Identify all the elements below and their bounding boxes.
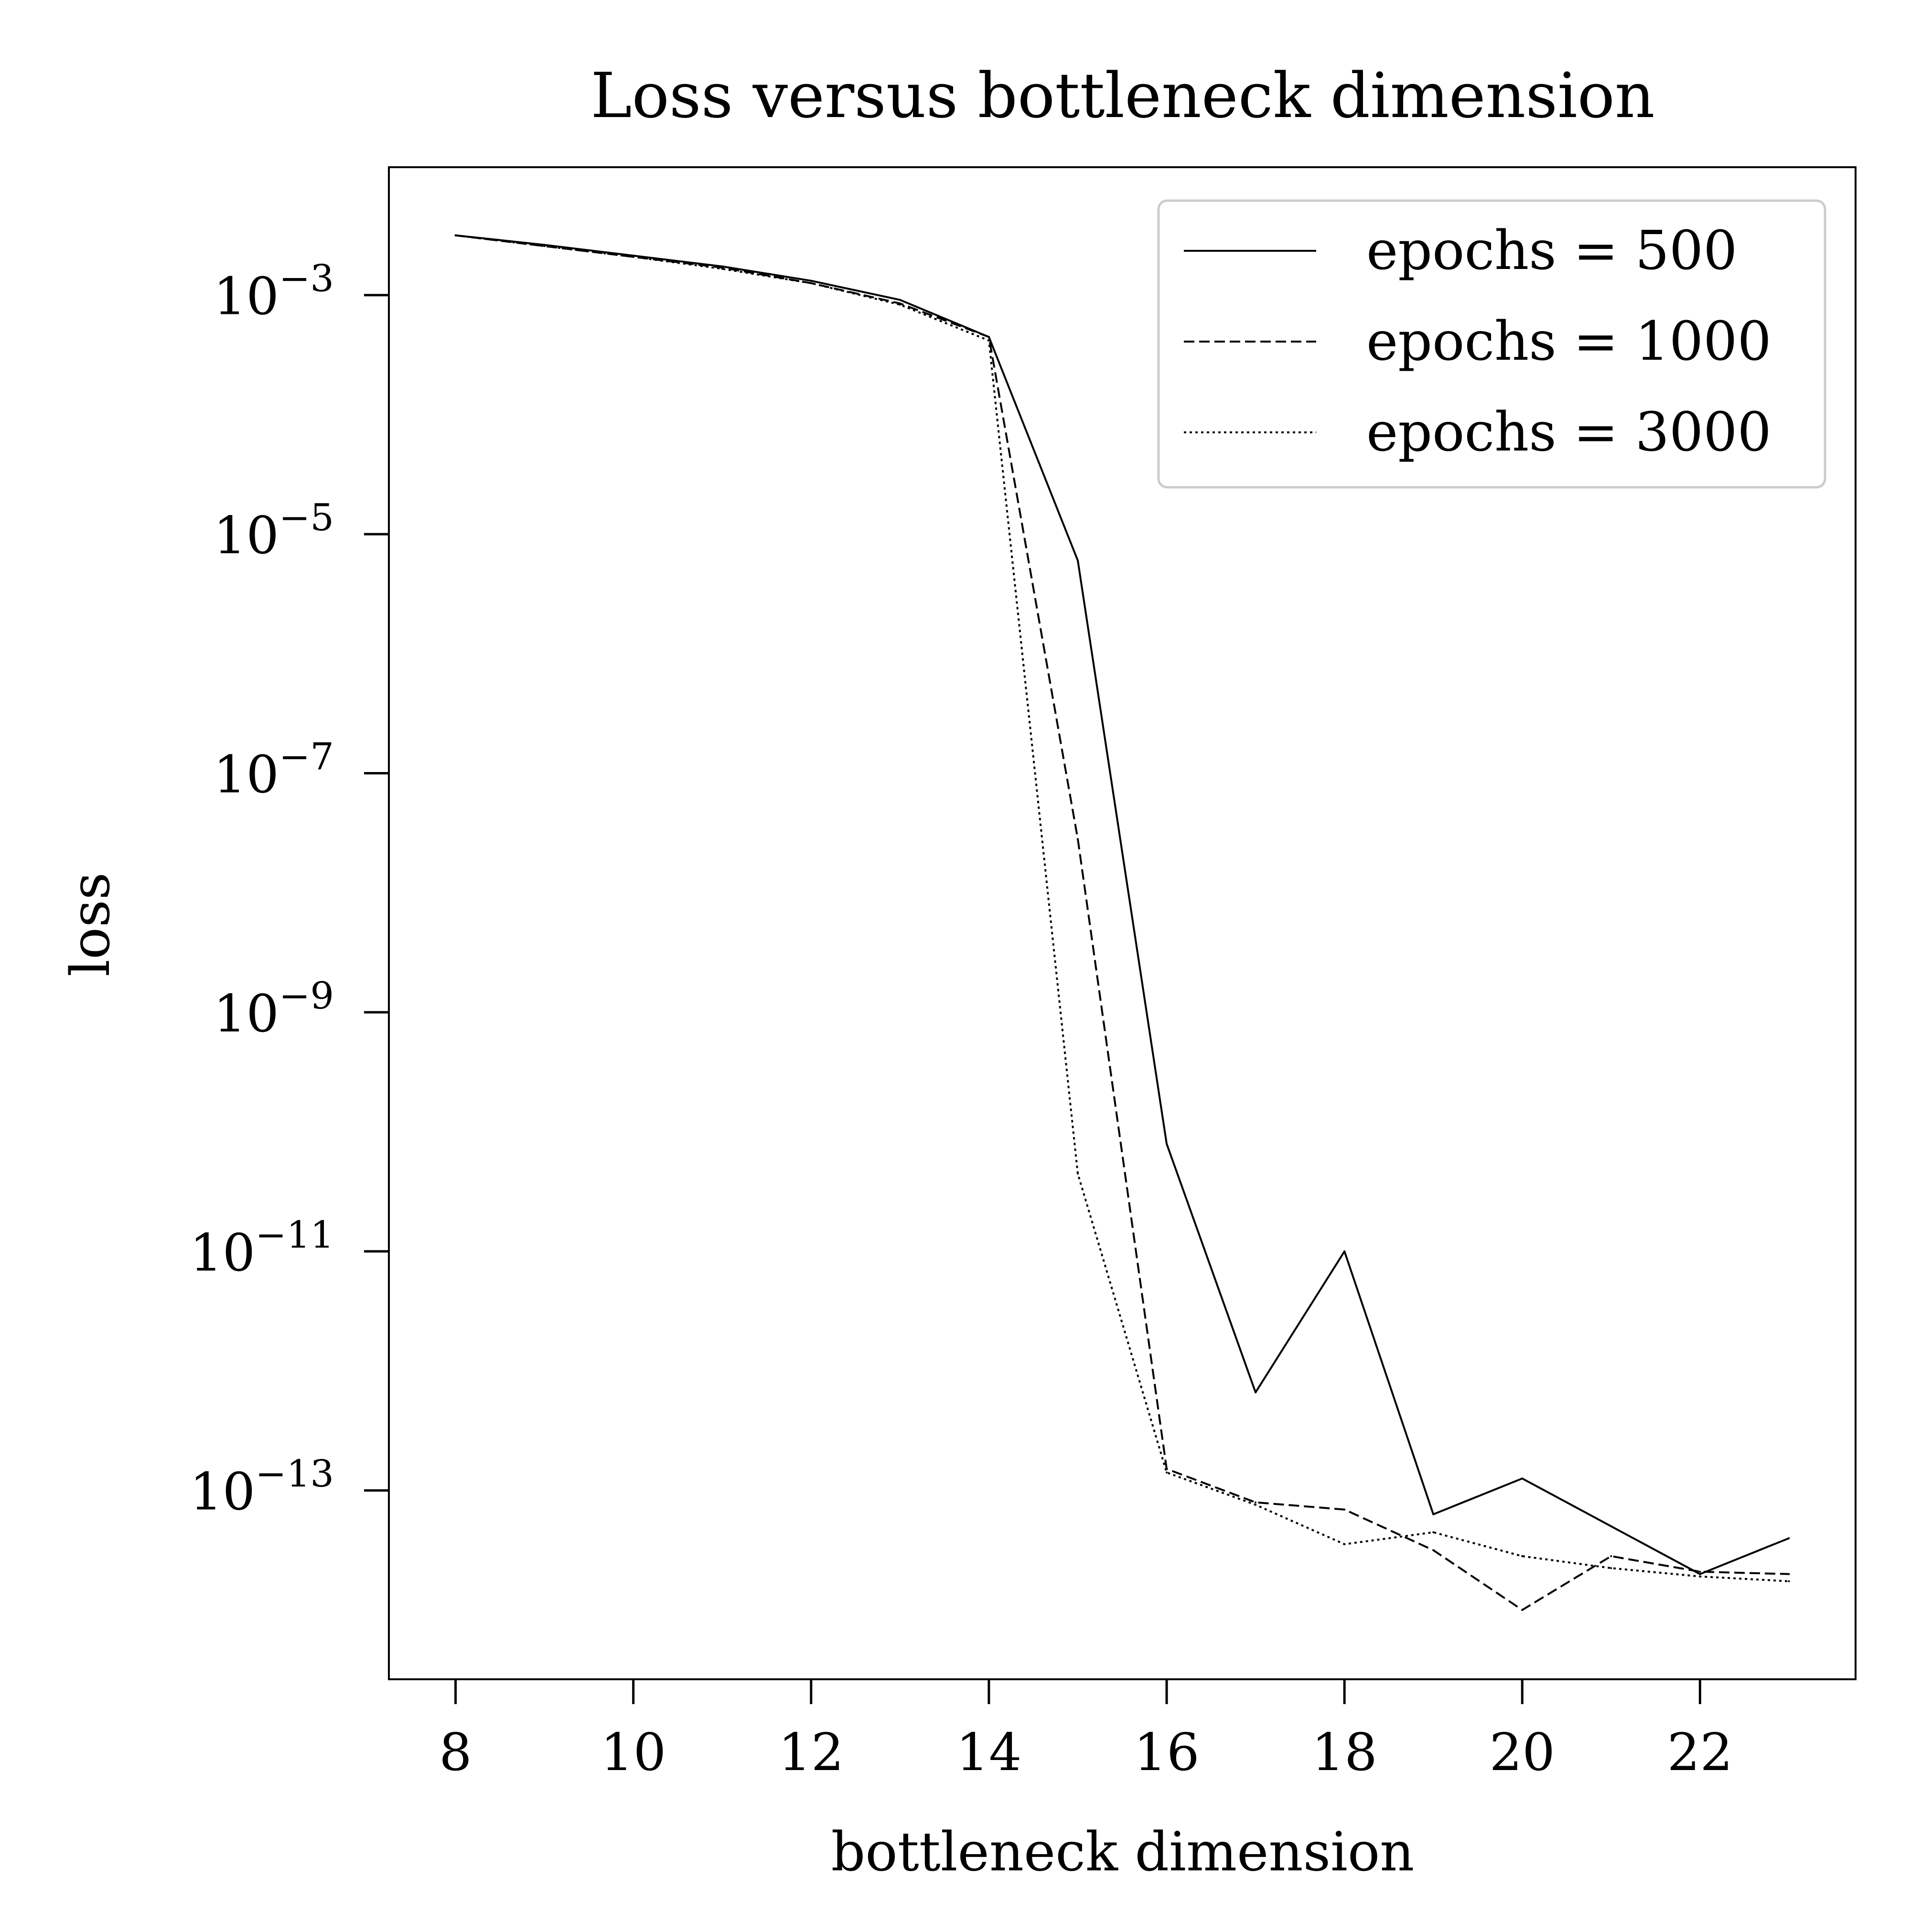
- series-point: [543, 245, 546, 247]
- series-point: [454, 234, 457, 236]
- series-point: [632, 256, 634, 258]
- y-tick-base: 10: [214, 506, 279, 566]
- chart-title: Loss versus bottleneck dimension: [590, 59, 1654, 132]
- x-tick-label: 22: [1667, 1723, 1733, 1782]
- series-point: [1076, 838, 1079, 840]
- x-tick-label: 10: [601, 1723, 666, 1782]
- series-point: [1788, 1537, 1790, 1539]
- series-point: [1432, 1531, 1435, 1534]
- plot-frame: [388, 166, 1857, 1680]
- legend-label-1: epochs = 1000: [1366, 311, 1771, 373]
- y-tick-base: 10: [190, 1462, 255, 1522]
- legend-label-2: epochs = 3000: [1366, 401, 1771, 463]
- series-point: [1610, 1525, 1612, 1527]
- y-tick-label: 10−11: [190, 1213, 334, 1283]
- series-point: [1343, 1508, 1346, 1511]
- series-point: [1699, 1575, 1701, 1578]
- series-line-2: [455, 234, 1789, 1582]
- series-point: [1166, 1143, 1168, 1145]
- series-point: [810, 282, 812, 284]
- series-point: [1255, 1501, 1257, 1503]
- series-line-0: [455, 234, 1790, 1575]
- series-point: [1432, 1513, 1435, 1515]
- series-point: [1699, 1570, 1701, 1573]
- series-point: [1076, 559, 1079, 562]
- x-tick-label: 8: [439, 1723, 472, 1782]
- y-tick-exponent: −5: [279, 496, 334, 539]
- series-point: [1521, 1609, 1524, 1611]
- y-tick-label: 10−9: [214, 975, 334, 1044]
- series-point: [1255, 1391, 1257, 1394]
- y-tick-label: 10−3: [214, 258, 334, 327]
- x-axis-ticks: 8 10 12 14 16 18 20 22: [439, 1679, 1733, 1782]
- x-tick-label: 18: [1311, 1723, 1377, 1782]
- series-point: [987, 336, 990, 338]
- x-tick-label: 12: [778, 1723, 844, 1782]
- x-axis-label: bottleneck dimension: [831, 1821, 1415, 1883]
- series-point: [1521, 1477, 1524, 1480]
- x-tick-label: 14: [956, 1723, 1021, 1782]
- series-point: [1788, 1580, 1790, 1582]
- y-tick-exponent: −3: [279, 258, 334, 301]
- y-tick-base: 10: [214, 984, 279, 1044]
- y-tick-label: 10−7: [214, 736, 334, 805]
- y-tick-label: 10−5: [214, 496, 334, 566]
- series-point: [899, 299, 901, 301]
- series-point: [1610, 1567, 1612, 1569]
- y-tick-exponent: −9: [279, 975, 334, 1018]
- y-tick-base: 10: [214, 745, 279, 805]
- series-point: [810, 279, 812, 282]
- x-tick-label: 16: [1134, 1723, 1199, 1782]
- y-tick-exponent: −11: [255, 1213, 334, 1256]
- legend-label-0: epochs = 500: [1366, 220, 1738, 282]
- y-tick-label: 10−13: [190, 1453, 334, 1522]
- series-point: [1076, 1172, 1079, 1175]
- y-tick-exponent: −7: [279, 736, 334, 779]
- series-layer: [454, 234, 1790, 1611]
- series-point: [1699, 1573, 1701, 1575]
- x-tick-label: 20: [1490, 1723, 1555, 1782]
- series-point: [1432, 1549, 1435, 1551]
- series-point: [1788, 1573, 1790, 1575]
- legend: epochs = 500 epochs = 1000 epochs = 3000: [1157, 199, 1826, 489]
- series-point: [721, 268, 723, 270]
- y-tick-base: 10: [214, 267, 279, 327]
- y-axis-label: loss: [60, 872, 122, 977]
- series-point: [1343, 1250, 1346, 1253]
- y-tick-exponent: −13: [255, 1453, 334, 1496]
- series-point: [1610, 1555, 1612, 1557]
- series-point: [1255, 1503, 1257, 1506]
- series-point: [899, 303, 901, 306]
- legend-box: [1157, 199, 1826, 489]
- series-point: [987, 339, 990, 342]
- series-point: [1343, 1543, 1346, 1546]
- series-point: [1521, 1555, 1524, 1557]
- y-tick-base: 10: [190, 1223, 255, 1283]
- series-point: [1166, 1471, 1168, 1474]
